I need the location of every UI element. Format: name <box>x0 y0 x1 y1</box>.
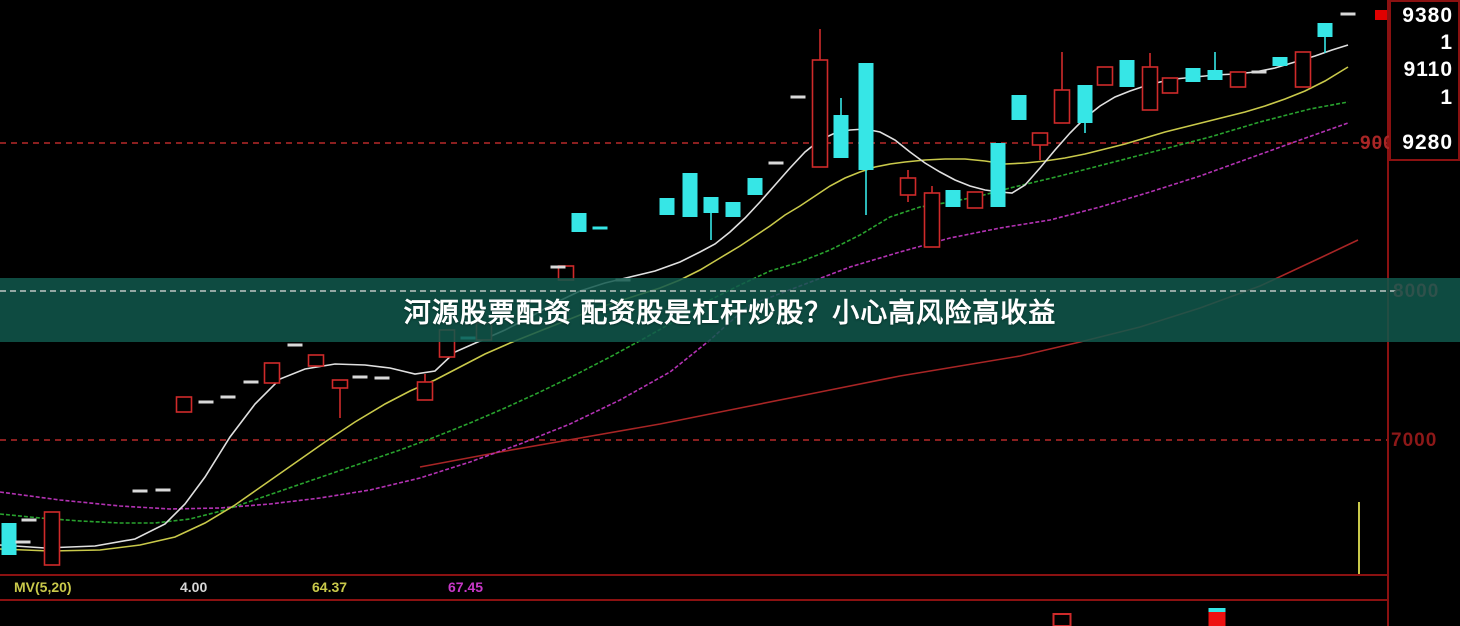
volume-bars <box>1052 608 1226 626</box>
indicator-bar: MV(5,20) 4.00 64.37 67.45 <box>0 577 1388 599</box>
banner-title: 河源股票配资 配资股是杠杆炒股？小心高风险高收益 <box>403 297 1057 328</box>
price-row: 1 <box>1440 86 1453 109</box>
price-panel: 9380 1 9110 1 9280 <box>1375 0 1460 161</box>
y-axis-label-7000: 7000 <box>1391 430 1438 451</box>
mv-value-3: 67.45 <box>448 579 484 595</box>
ad-banner: 河源股票配资 配资股是杠杆炒股？小心高风险高收益 <box>0 278 1460 342</box>
price-row: 9280 <box>1402 131 1453 154</box>
mv-indicator-label: MV(5,20) <box>14 579 72 595</box>
candles <box>1 23 1333 566</box>
price-row: 9380 <box>1402 4 1453 27</box>
price-row: 1 <box>1440 31 1453 54</box>
dash-marks <box>15 12 1356 544</box>
price-row: 9110 <box>1403 58 1453 81</box>
alert-marker-icon <box>1375 10 1387 20</box>
mv-value-2: 64.37 <box>312 579 348 595</box>
pane-separators <box>0 574 1388 601</box>
grid-lines <box>0 142 1388 441</box>
y-axis-label-8000: 8000 <box>1393 281 1440 302</box>
mv-value-1: 4.00 <box>180 579 208 595</box>
